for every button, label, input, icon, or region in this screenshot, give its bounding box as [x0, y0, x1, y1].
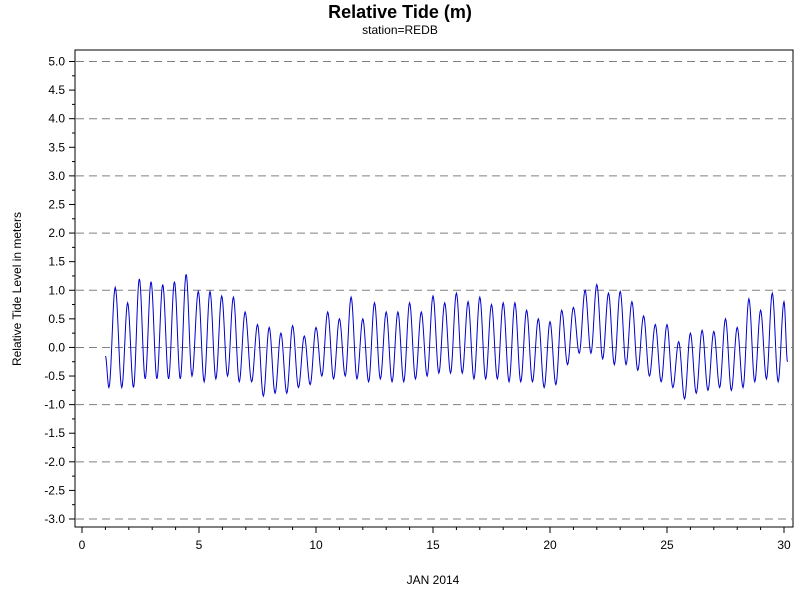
y-tick-label: 4.0: [48, 112, 65, 126]
x-tick-label: 20: [543, 538, 557, 552]
tide-series-line: [104, 274, 788, 401]
y-tick-label: -2.0: [44, 455, 65, 469]
y-tick-label: 3.0: [48, 169, 65, 183]
y-tick-label: 4.5: [48, 83, 65, 97]
y-axis-label: Relative Tide Level in meters: [10, 212, 24, 366]
gridlines: [76, 61, 792, 520]
y-tick-label: 2.5: [48, 197, 65, 211]
y-tick-label: 3.5: [48, 140, 65, 154]
y-tick-label: 1.0: [48, 283, 65, 297]
y-tick-label: -2.5: [44, 483, 65, 497]
y-tick-label: 0.5: [48, 312, 65, 326]
y-axis: 5.0 4.5 4.0 3.5 3.0 2.5 2.0 1.5 1.0 0.5 0.0 -0.5 -1.…: [44, 55, 75, 526]
x-tick-label: 0: [79, 538, 86, 552]
plot-frame: [74, 49, 794, 528]
chart-title: Relative Tide (m): [328, 2, 472, 22]
series-layer: [104, 274, 788, 401]
x-tick-label: 30: [777, 538, 791, 552]
y-tick-label: 2.0: [48, 226, 65, 240]
x-tick-label: 5: [196, 538, 203, 552]
x-tick-label: 10: [309, 538, 323, 552]
chart-subtitle: station=REDB: [362, 23, 438, 37]
y-tick-label: 5.0: [48, 55, 65, 69]
x-tick-label: 25: [660, 538, 674, 552]
y-tick-label: -1.5: [44, 426, 65, 440]
y-tick-label: 0.0: [48, 340, 65, 354]
y-tick-label: 1.5: [48, 255, 65, 269]
x-axis: 0 5 10 15 20 25 30: [79, 527, 791, 552]
y-tick-label: -3.0: [44, 512, 65, 526]
y-tick-label: -0.5: [44, 369, 65, 383]
x-tick-label: 15: [426, 538, 440, 552]
y-tick-label: -1.0: [44, 398, 65, 412]
x-axis-label: JAN 2014: [407, 573, 460, 587]
